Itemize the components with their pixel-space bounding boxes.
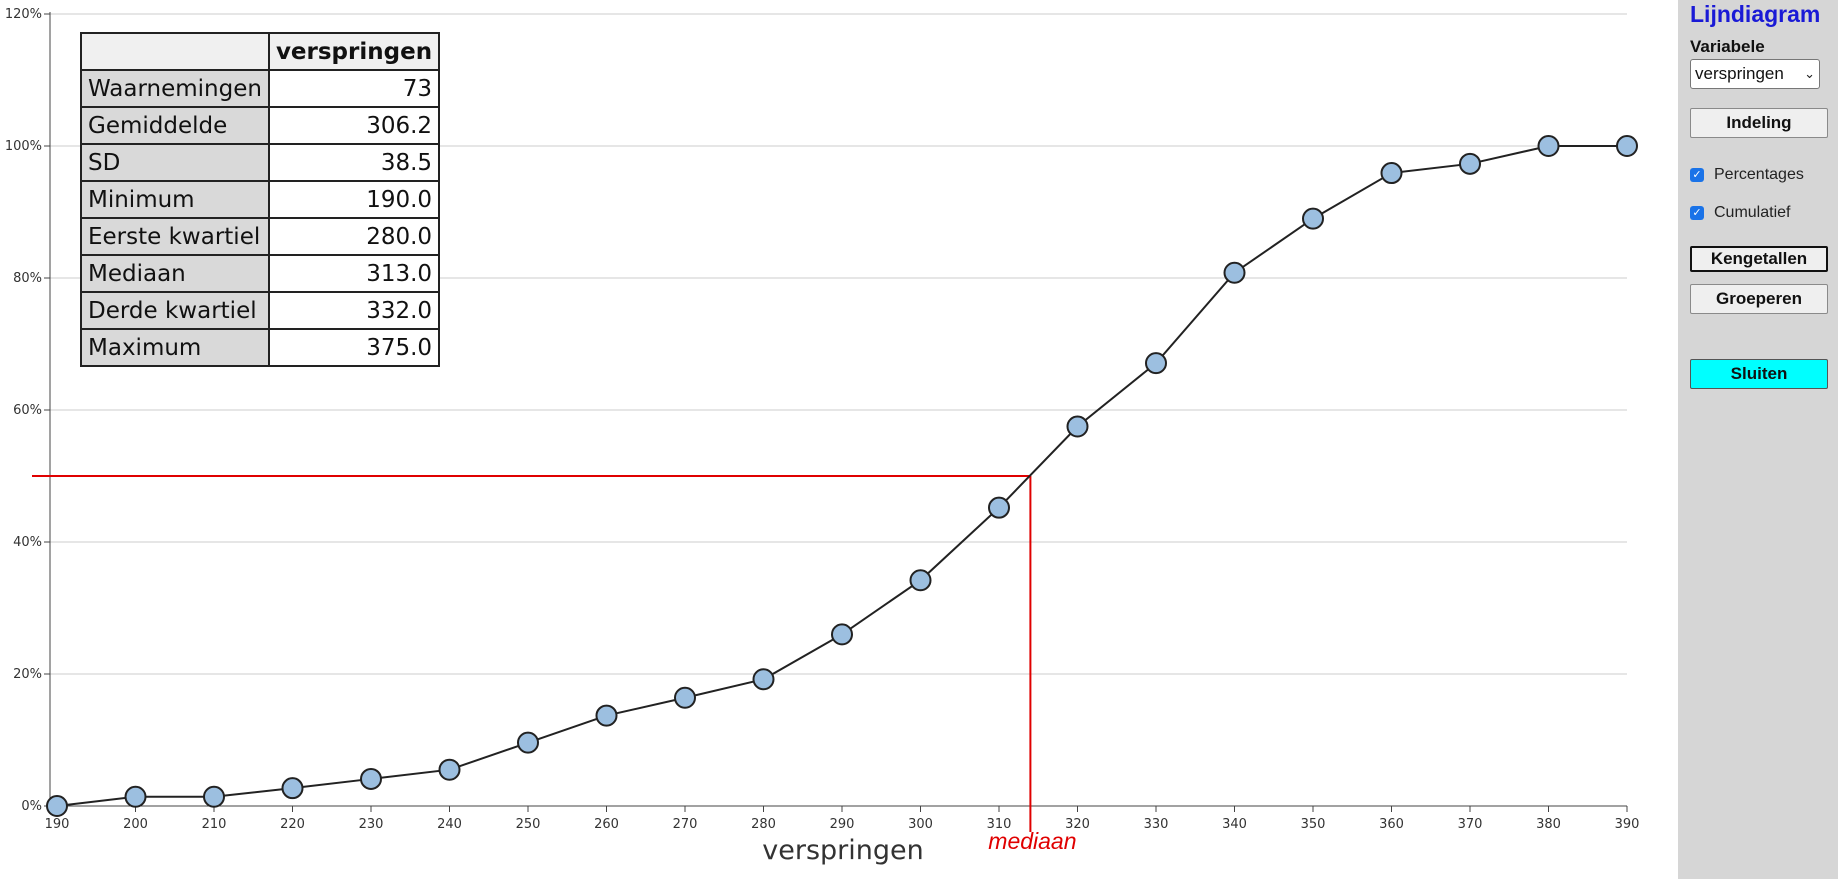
data-point bbox=[360, 767, 382, 790]
y-tick-label: 80% bbox=[13, 271, 42, 286]
x-tick-label: 290 bbox=[830, 817, 855, 832]
sidebar: Lijndiagram Variabele verspringen ⌄ Inde… bbox=[1678, 0, 1838, 879]
stat-value: 332.0 bbox=[267, 291, 441, 330]
data-point bbox=[752, 668, 775, 691]
sluiten-button[interactable]: Sluiten bbox=[1690, 359, 1828, 389]
x-tick-label: 390 bbox=[1615, 817, 1640, 832]
x-tick-label: 380 bbox=[1536, 817, 1561, 832]
x-tick-label: 340 bbox=[1222, 817, 1247, 832]
stat-value: 38.5 bbox=[267, 143, 441, 182]
y-tick-label: 40% bbox=[13, 535, 42, 550]
x-tick-label: 240 bbox=[437, 817, 462, 832]
x-tick-label: 220 bbox=[280, 817, 305, 832]
data-point bbox=[1616, 135, 1638, 157]
data-point bbox=[1066, 415, 1089, 438]
table-row: Eerste kwartiel 280.0 bbox=[80, 217, 441, 256]
x-tick-label: 310 bbox=[987, 817, 1012, 832]
y-tick-label: 0% bbox=[21, 799, 42, 814]
sidebar-title: Lijndiagram bbox=[1690, 1, 1821, 27]
x-tick-label: 190 bbox=[45, 817, 70, 832]
kengetallen-button[interactable]: Kengetallen bbox=[1690, 246, 1828, 272]
stat-value: 306.2 bbox=[267, 106, 441, 145]
stat-label: Minimum bbox=[80, 180, 270, 219]
data-point bbox=[831, 623, 853, 646]
stat-value: 73 bbox=[267, 69, 441, 108]
x-tick-label: 260 bbox=[594, 817, 619, 832]
x-tick-label: 210 bbox=[202, 817, 227, 832]
percentages-label: Percentages bbox=[1714, 166, 1804, 183]
chevron-down-icon: ⌄ bbox=[1804, 66, 1815, 81]
x-tick-label: 230 bbox=[359, 817, 384, 832]
data-point bbox=[1223, 261, 1246, 284]
x-tick-label: 370 bbox=[1458, 817, 1483, 832]
data-point bbox=[1302, 207, 1324, 230]
chart-area: 0% 20% 40% 60% 80% 100% 120% 190 200 210 220 230 240… bbox=[5, 7, 1640, 866]
x-tick-label: 270 bbox=[673, 817, 698, 832]
table-row: Derde kwartiel 332.0 bbox=[80, 291, 441, 330]
stats-column-header: verspringen bbox=[267, 32, 441, 71]
data-point bbox=[674, 686, 696, 709]
cumulatief-option[interactable]: ✓ Cumulatief bbox=[1690, 204, 1790, 222]
table-row: SD 38.5 bbox=[80, 143, 441, 182]
x-tick-label: 200 bbox=[123, 817, 148, 832]
stats-corner-cell bbox=[80, 32, 270, 71]
x-tick-label: 320 bbox=[1065, 817, 1090, 832]
percentages-checkbox[interactable]: ✓ bbox=[1690, 168, 1704, 182]
data-point bbox=[438, 758, 461, 781]
stat-label: Maximum bbox=[80, 328, 270, 367]
stat-label: Gemiddelde bbox=[80, 106, 270, 145]
stat-value: 375.0 bbox=[267, 328, 441, 367]
cumulatief-label: Cumulatief bbox=[1714, 204, 1791, 221]
table-row: Minimum 190.0 bbox=[80, 180, 441, 219]
data-point bbox=[988, 496, 1010, 519]
stat-label: Eerste kwartiel bbox=[80, 217, 270, 256]
data-point bbox=[1459, 152, 1481, 175]
median-label: mediaan bbox=[988, 828, 1076, 854]
stat-label: Waarnemingen bbox=[80, 69, 270, 108]
stat-value: 280.0 bbox=[267, 217, 441, 256]
x-tick-label: 350 bbox=[1301, 817, 1326, 832]
data-point bbox=[203, 785, 225, 808]
variable-label: Variabele bbox=[1690, 37, 1765, 56]
y-tick-label: 120% bbox=[5, 7, 42, 22]
y-tick-label: 60% bbox=[13, 403, 42, 418]
indeling-button[interactable]: Indeling bbox=[1690, 108, 1828, 138]
x-axis-label: verspringen bbox=[762, 835, 923, 866]
data-point bbox=[909, 569, 932, 592]
stat-value: 313.0 bbox=[267, 254, 441, 293]
data-point bbox=[595, 704, 618, 727]
x-tick-label: 300 bbox=[908, 817, 933, 832]
x-tick-label: 280 bbox=[751, 817, 776, 832]
variable-select-value: verspringen bbox=[1695, 64, 1784, 83]
data-point bbox=[517, 731, 539, 754]
table-row: Maximum 375.0 bbox=[80, 328, 441, 367]
data-point bbox=[46, 795, 68, 817]
data-point bbox=[1145, 352, 1167, 375]
stat-label: SD bbox=[80, 143, 270, 182]
groeperen-button[interactable]: Groeperen bbox=[1690, 284, 1828, 314]
x-tick-label: 330 bbox=[1144, 817, 1169, 832]
y-tick-label: 20% bbox=[13, 667, 42, 682]
stat-label: Derde kwartiel bbox=[80, 291, 270, 330]
data-point bbox=[1380, 162, 1403, 185]
percentages-option[interactable]: ✓ Percentages bbox=[1690, 166, 1804, 184]
table-row: Mediaan 313.0 bbox=[80, 254, 441, 293]
x-tick-label: 360 bbox=[1379, 817, 1404, 832]
stats-header-row: verspringen bbox=[80, 32, 441, 71]
stat-value: 190.0 bbox=[267, 180, 441, 219]
cumulatief-checkbox[interactable]: ✓ bbox=[1690, 206, 1704, 220]
table-row: Gemiddelde 306.2 bbox=[80, 106, 441, 145]
variable-select[interactable]: verspringen ⌄ bbox=[1690, 59, 1820, 89]
table-row: Waarnemingen 73 bbox=[80, 69, 441, 108]
data-point bbox=[124, 785, 147, 808]
stats-table: verspringen Waarnemingen 73 Gemiddelde 3… bbox=[80, 32, 441, 367]
x-tick-label: 250 bbox=[516, 817, 541, 832]
y-tick-label: 100% bbox=[5, 139, 42, 154]
data-point bbox=[281, 777, 304, 800]
stat-label: Mediaan bbox=[80, 254, 270, 293]
data-point bbox=[1537, 135, 1560, 157]
